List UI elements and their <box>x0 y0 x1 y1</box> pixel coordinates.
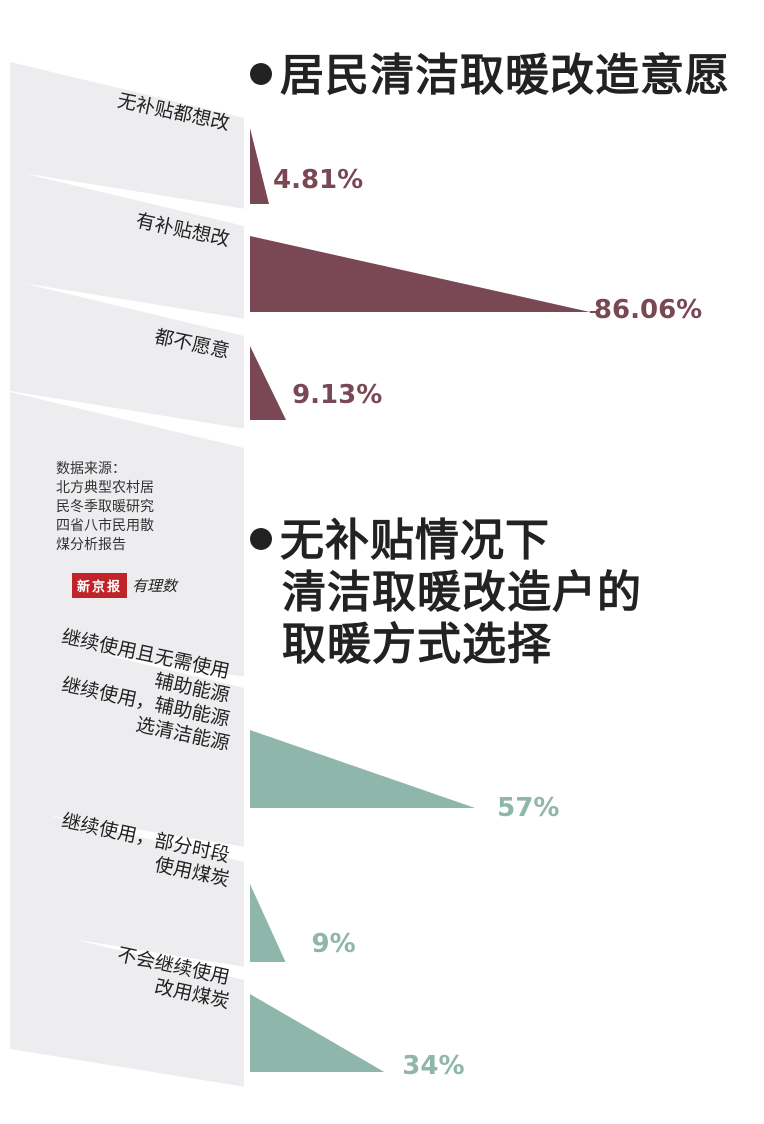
value-label: 9% <box>312 929 356 959</box>
chart2-title: 无补贴情况下 清洁取暖改造户的 取暖方式选择 <box>250 515 642 671</box>
value-label: 4.81% <box>273 165 363 195</box>
value-label: 86.06% <box>594 295 702 325</box>
bullet-icon <box>250 63 272 85</box>
label-band <box>10 924 244 1087</box>
wedge-bar <box>250 346 287 420</box>
wedge-bar <box>250 236 590 312</box>
label-band <box>10 392 244 677</box>
chart1-title: 居民清洁取暖改造意愿 <box>250 50 730 102</box>
data-source-note: 数据来源： 北方典型农村居 民冬季取暖研究 四省八市民用散 煤分析报告 <box>56 461 154 553</box>
wedge-bar <box>250 128 269 204</box>
label-band <box>10 632 244 847</box>
publisher-logo: 新京报 有理数 <box>72 572 177 598</box>
wedge-bar <box>250 730 476 808</box>
logo-name: 新京报 <box>72 572 128 598</box>
label-bands <box>10 62 244 1087</box>
wedge-bar <box>250 994 385 1072</box>
label-band <box>10 170 244 319</box>
label-band <box>10 62 244 209</box>
bullet-icon <box>250 528 272 550</box>
value-label: 57% <box>497 793 559 823</box>
logo-script: 有理数 <box>132 576 178 595</box>
value-label: 9.13% <box>292 380 382 410</box>
label-band <box>10 806 244 967</box>
value-label: 34% <box>402 1051 464 1081</box>
wedge-bar <box>250 884 286 962</box>
label-band <box>10 280 244 429</box>
